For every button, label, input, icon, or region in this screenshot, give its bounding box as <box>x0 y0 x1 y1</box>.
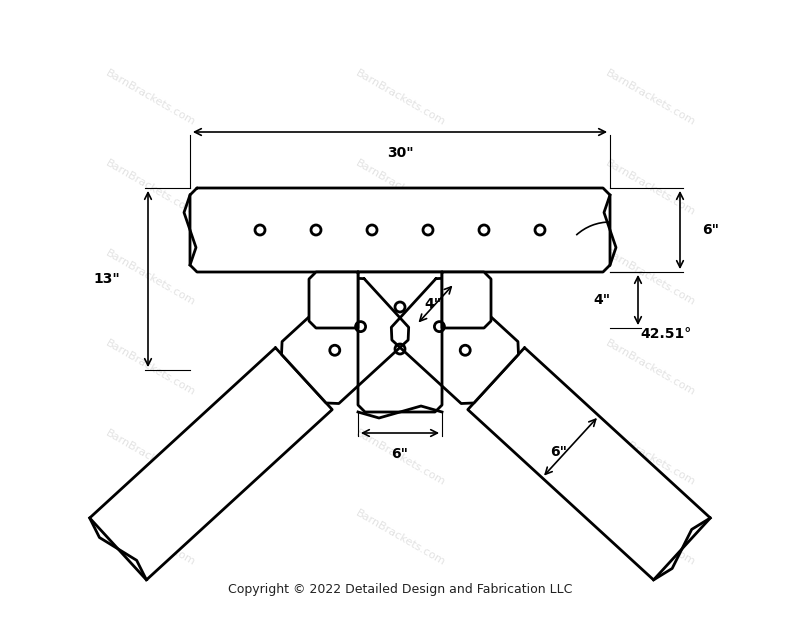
Text: BarnBrackets.com: BarnBrackets.com <box>603 248 697 308</box>
Text: 6": 6" <box>550 445 567 459</box>
Polygon shape <box>442 272 491 328</box>
Text: BarnBrackets.com: BarnBrackets.com <box>354 68 446 128</box>
Text: BarnBrackets.com: BarnBrackets.com <box>103 508 197 568</box>
Text: 30": 30" <box>386 146 414 160</box>
Text: BarnBrackets.com: BarnBrackets.com <box>603 428 697 488</box>
Text: 6": 6" <box>391 447 409 461</box>
Text: 4": 4" <box>425 297 442 311</box>
Text: BarnBrackets.com: BarnBrackets.com <box>103 338 197 398</box>
Text: BarnBrackets.com: BarnBrackets.com <box>603 338 697 398</box>
Text: BarnBrackets.com: BarnBrackets.com <box>103 428 197 488</box>
Text: BarnBrackets.com: BarnBrackets.com <box>354 158 446 218</box>
Text: Copyright © 2022 Detailed Design and Fabrication LLC: Copyright © 2022 Detailed Design and Fab… <box>228 583 572 596</box>
Polygon shape <box>309 272 358 328</box>
Text: BarnBrackets.com: BarnBrackets.com <box>603 508 697 568</box>
Polygon shape <box>282 278 409 404</box>
Text: 13": 13" <box>94 272 120 286</box>
Text: BarnBrackets.com: BarnBrackets.com <box>103 68 197 128</box>
Text: BarnBrackets.com: BarnBrackets.com <box>354 428 446 488</box>
Text: 42.51°: 42.51° <box>640 327 691 341</box>
Polygon shape <box>468 348 710 580</box>
Text: BarnBrackets.com: BarnBrackets.com <box>354 248 446 308</box>
Text: BarnBrackets.com: BarnBrackets.com <box>603 158 697 218</box>
Text: BarnBrackets.com: BarnBrackets.com <box>103 248 197 308</box>
Text: 4": 4" <box>593 293 610 307</box>
Text: BarnBrackets.com: BarnBrackets.com <box>354 338 446 398</box>
Polygon shape <box>358 272 442 412</box>
Polygon shape <box>190 188 610 272</box>
Text: BarnBrackets.com: BarnBrackets.com <box>103 158 197 218</box>
Text: BarnBrackets.com: BarnBrackets.com <box>354 508 446 568</box>
Polygon shape <box>391 278 518 404</box>
Text: 6": 6" <box>702 223 719 237</box>
Polygon shape <box>90 348 332 580</box>
Text: BarnBrackets.com: BarnBrackets.com <box>603 68 697 128</box>
